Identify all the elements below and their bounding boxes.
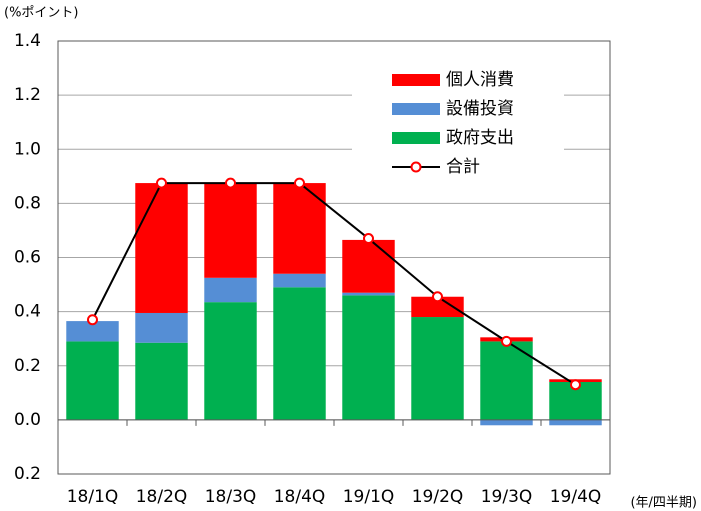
y-tick-label: 0.6 bbox=[14, 248, 41, 268]
bar-segment bbox=[411, 317, 464, 420]
legend-label: 個人消費 bbox=[446, 70, 514, 90]
total-line bbox=[91, 182, 577, 386]
bar-segment bbox=[480, 419, 533, 426]
bar-segment bbox=[135, 342, 188, 420]
bar-segment bbox=[204, 183, 257, 278]
x-tick-label: 19/2Q bbox=[412, 487, 464, 507]
legend-label: 政府支出 bbox=[446, 128, 514, 148]
y-tick-label: 0.4 bbox=[14, 302, 41, 322]
legend-swatch bbox=[392, 74, 440, 86]
bar-segment bbox=[135, 183, 188, 313]
bar-segment bbox=[273, 273, 326, 288]
legend-label: 合計 bbox=[446, 157, 480, 177]
bar-segment bbox=[480, 341, 533, 420]
x-tick-label: 18/2Q bbox=[136, 487, 188, 507]
y-tick-label: 0.8 bbox=[14, 193, 41, 213]
legend-swatch bbox=[392, 132, 440, 144]
y-unit-label: (%ポイント) bbox=[4, 6, 79, 21]
total-marker bbox=[87, 314, 98, 326]
y-tick-label: 0.2 bbox=[14, 464, 41, 484]
bar-segment bbox=[342, 239, 395, 293]
x-tick-label: 19/3Q bbox=[481, 487, 533, 507]
bar-segment bbox=[204, 277, 257, 303]
x-tick-label: 18/1Q bbox=[67, 487, 119, 507]
bar-segment bbox=[66, 341, 119, 420]
y-tick-label: 1.2 bbox=[14, 85, 41, 105]
bar-segment bbox=[204, 302, 257, 420]
legend-box bbox=[352, 66, 564, 190]
y-tick-label: 1.0 bbox=[14, 139, 41, 159]
total-marker bbox=[570, 379, 581, 391]
bar-segment bbox=[273, 287, 326, 420]
bar-segment bbox=[342, 292, 395, 296]
x-tick-label: 19/1Q bbox=[343, 487, 395, 507]
bar-segment bbox=[342, 295, 395, 420]
total-marker bbox=[156, 177, 167, 189]
x-tick-label: 18/3Q bbox=[205, 487, 257, 507]
y-tick-label: 0.0 bbox=[14, 410, 41, 430]
y-tick-label: 1.4 bbox=[14, 31, 41, 51]
total-marker bbox=[432, 291, 443, 303]
total-marker bbox=[294, 177, 305, 189]
bar-segment bbox=[549, 419, 602, 426]
x-unit-label: (年/四半期) bbox=[630, 496, 697, 511]
legend-marker bbox=[410, 161, 422, 173]
bar-segment bbox=[411, 296, 464, 318]
bar-segment bbox=[66, 321, 119, 342]
plot-frame bbox=[57, 40, 611, 475]
legend-label: 設備投資 bbox=[446, 99, 514, 119]
total-marker bbox=[225, 177, 236, 189]
total-marker bbox=[501, 335, 512, 347]
x-tick-label: 18/4Q bbox=[274, 487, 326, 507]
x-tick-label: 19/4Q bbox=[550, 487, 602, 507]
bar-segment bbox=[135, 312, 188, 343]
total-marker bbox=[363, 233, 374, 245]
legend-swatch bbox=[392, 103, 440, 115]
y-tick-label: 0.2 bbox=[14, 356, 41, 376]
